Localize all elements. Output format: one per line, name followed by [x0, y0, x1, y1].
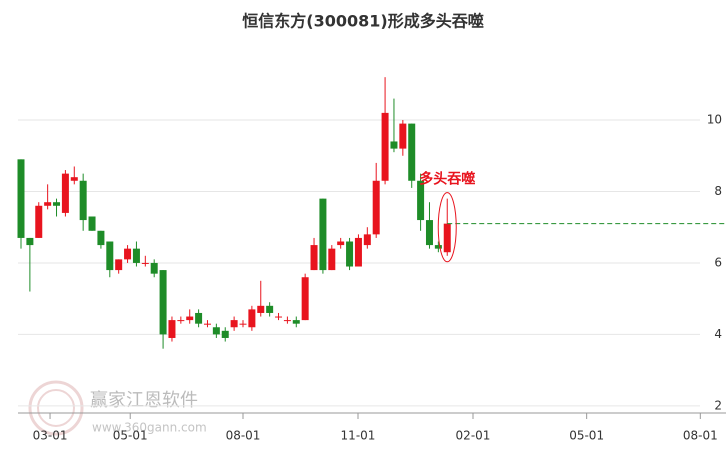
candle-body: [79, 180, 87, 221]
candle-body: [399, 123, 407, 149]
candle-body: [26, 237, 34, 246]
x-tick-label: 05-01: [113, 429, 148, 443]
candle-body: [248, 309, 256, 328]
x-tick-label: 11-01: [341, 429, 376, 443]
candle-body: [115, 259, 123, 271]
candle-body: [186, 316, 194, 321]
annotation: 多头吞噬: [419, 171, 475, 188]
candle-body: [337, 241, 345, 246]
candle-body: [168, 320, 176, 338]
candle-body: [61, 173, 69, 213]
candle-body: [381, 112, 389, 181]
y-tick-label: 8: [714, 184, 722, 198]
candle-body: [443, 223, 451, 253]
candle-body: [203, 323, 211, 325]
highlight-ellipse: [437, 192, 457, 263]
candle-body: [346, 241, 354, 267]
candle-body: [417, 180, 425, 221]
candle-body: [221, 330, 229, 338]
candle-body: [17, 159, 25, 238]
x-tick-label: 08-01: [226, 429, 261, 443]
candle-body: [257, 305, 265, 313]
candle-body: [354, 237, 362, 267]
x-tick-label: 05-01: [569, 429, 604, 443]
candle-body: [212, 327, 220, 335]
y-tick-label: 6: [714, 255, 722, 269]
candle-body: [372, 180, 380, 235]
candle-body: [425, 220, 433, 246]
y-tick-label: 4: [714, 327, 722, 341]
candle-body: [44, 202, 52, 206]
candle-body: [230, 320, 238, 328]
watermark: 赢家江恩软件: [90, 389, 198, 411]
watermark-url: www.360gann.com: [92, 421, 207, 435]
candle-body: [292, 320, 300, 324]
x-tick-label: 08-01: [683, 429, 718, 443]
candle-body: [239, 323, 247, 325]
candle-body: [132, 248, 140, 263]
watermark-logo: [28, 380, 84, 436]
x-tick-label: 02-01: [456, 429, 491, 443]
candle-body: [35, 205, 43, 238]
candle-body: [434, 245, 442, 249]
candle-body: [408, 123, 416, 181]
candle-body: [124, 248, 132, 260]
candle-body: [301, 277, 309, 321]
candle-body: [53, 202, 61, 206]
x-tick-label: 03-01: [33, 429, 68, 443]
candle-body: [177, 320, 185, 322]
candle-body: [283, 320, 291, 322]
chart-title: 恒信东方(300081)形成多头吞噬: [242, 12, 483, 31]
candle-body: [150, 262, 158, 274]
y-tick-label: 2: [714, 398, 722, 412]
candle-body: [266, 305, 274, 313]
candle-body: [88, 216, 96, 231]
candle-body: [141, 262, 149, 264]
candle-body: [106, 241, 114, 271]
candle-body: [390, 141, 398, 149]
candle-body: [195, 312, 203, 324]
candle-body: [70, 177, 78, 181]
candle-body: [328, 248, 336, 271]
candle-body: [159, 270, 167, 335]
candle-body: [310, 245, 318, 271]
candle-body: [97, 230, 105, 246]
candle-body: [275, 316, 283, 318]
y-tick-label: 10: [707, 113, 722, 127]
candle-body: [363, 234, 371, 246]
candle-body: [319, 198, 327, 271]
